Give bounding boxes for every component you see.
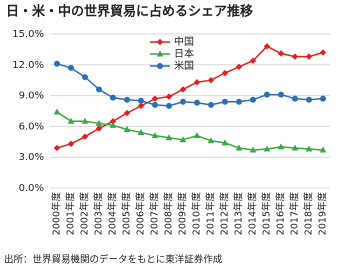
marker	[292, 95, 298, 102]
marker	[81, 117, 89, 124]
marker	[124, 96, 130, 103]
legend-label: 日本	[174, 47, 194, 60]
marker	[264, 91, 270, 98]
x-tick-label: 2008年度	[163, 192, 175, 236]
marker	[166, 102, 172, 109]
x-tick-label: 2014年度	[247, 192, 259, 236]
marker	[53, 144, 61, 152]
marker	[221, 69, 229, 77]
marker	[193, 79, 201, 86]
marker	[319, 49, 327, 56]
x-tick-label: 2000年度	[51, 192, 63, 236]
marker	[179, 136, 187, 143]
marker	[95, 125, 103, 132]
marker	[236, 98, 242, 105]
marker	[193, 132, 201, 139]
marker	[180, 98, 186, 105]
marker	[165, 134, 173, 141]
x-tick-label: 2011年度	[205, 192, 217, 236]
marker	[67, 117, 75, 124]
marker	[138, 97, 144, 104]
marker	[81, 133, 89, 140]
marker	[221, 139, 229, 146]
x-tick-label: 2004年度	[107, 192, 119, 236]
x-tick-label: 2003年度	[93, 192, 105, 236]
marker	[319, 146, 327, 153]
marker	[249, 57, 257, 64]
marker	[207, 77, 215, 84]
legend-label: 中国	[174, 35, 194, 48]
legend-label: 米国	[174, 59, 194, 72]
marker	[82, 74, 88, 81]
marker	[165, 93, 173, 100]
marker	[250, 96, 256, 103]
marker	[207, 137, 215, 144]
marker	[278, 91, 284, 98]
marker	[109, 121, 117, 128]
marker	[277, 143, 285, 150]
marker	[110, 94, 116, 101]
marker	[305, 145, 313, 152]
marker	[222, 98, 228, 105]
x-tick-label: 2019年度	[317, 192, 329, 236]
marker	[109, 118, 117, 125]
marker	[179, 86, 187, 93]
marker	[305, 53, 313, 60]
marker	[123, 125, 131, 132]
marker	[156, 38, 164, 46]
marker	[96, 86, 102, 93]
marker	[291, 144, 299, 151]
marker	[54, 60, 60, 67]
x-tick-label: 2005年度	[121, 192, 133, 236]
marker	[235, 144, 243, 151]
marker	[277, 50, 285, 57]
marker	[194, 99, 200, 106]
marker	[306, 96, 312, 103]
marker	[263, 43, 271, 50]
marker	[151, 95, 159, 102]
x-tick-label: 2012年度	[219, 192, 231, 236]
series-line	[56, 111, 324, 151]
series-line	[56, 45, 324, 149]
y-tick-label: 0.0%	[19, 183, 44, 194]
marker	[137, 102, 145, 110]
y-tick-label: 3.0%	[19, 152, 44, 163]
marker	[151, 132, 159, 139]
marker	[235, 63, 243, 71]
y-tick-label: 15.0%	[12, 29, 44, 40]
marker	[152, 101, 158, 108]
x-tick-label: 2010年度	[191, 192, 203, 236]
y-tick-label: 9.0%	[19, 91, 44, 102]
x-tick-label: 2006年度	[135, 192, 147, 236]
marker	[53, 108, 61, 115]
marker	[123, 109, 131, 117]
marker	[137, 129, 145, 136]
x-tick-label: 2017年度	[289, 192, 301, 236]
x-tick-label: 2016年度	[275, 192, 287, 236]
x-tick-label: 2009年度	[177, 192, 189, 236]
marker	[157, 63, 163, 69]
marker	[208, 101, 214, 108]
marker	[95, 119, 103, 126]
marker	[156, 50, 164, 57]
marker	[249, 146, 257, 153]
y-tick-label: 6.0%	[19, 121, 44, 132]
marker	[263, 145, 271, 152]
marker	[67, 140, 75, 148]
marker	[68, 64, 74, 71]
x-tick-label: 2018年度	[303, 192, 315, 236]
x-tick-label: 2001年度	[65, 192, 77, 236]
x-tick-label: 2007年度	[149, 192, 161, 236]
y-tick-label: 12.0%	[12, 60, 44, 71]
source-note: 出所：世界貿易機関のデータをもとに東洋証券作成	[4, 254, 223, 266]
x-tick-label: 2002年度	[79, 192, 91, 236]
marker	[320, 95, 326, 102]
x-tick-label: 2015年度	[261, 192, 273, 236]
marker	[291, 53, 299, 60]
x-tick-label: 2013年度	[233, 192, 245, 236]
chart-title: 日・米・中の世界貿易に占めるシェア推移	[6, 4, 253, 20]
